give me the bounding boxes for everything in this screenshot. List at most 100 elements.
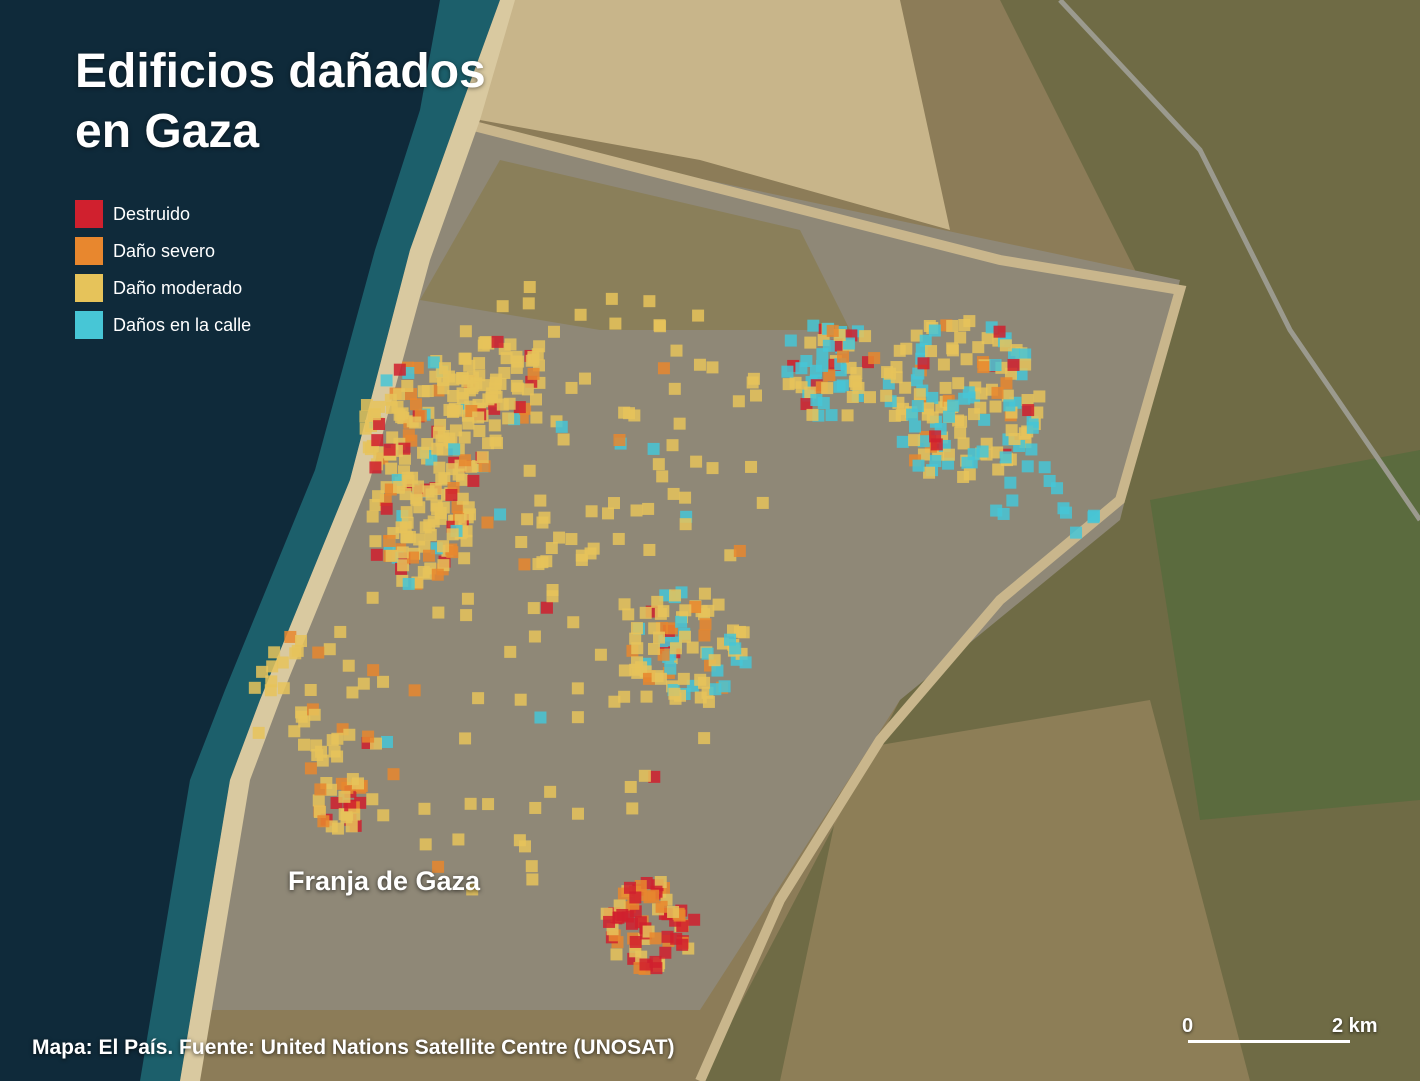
damage-marker	[446, 546, 459, 559]
damage-marker	[653, 319, 666, 332]
damage-marker	[437, 382, 450, 395]
damage-marker	[446, 528, 459, 541]
damage-marker	[342, 659, 355, 672]
damage-marker	[1000, 377, 1013, 390]
damage-marker	[369, 535, 382, 548]
damage-marker	[957, 470, 970, 483]
damage-marker	[452, 833, 465, 846]
legend-label: Daño moderado	[113, 277, 243, 298]
damage-marker	[454, 514, 467, 527]
damage-marker	[456, 387, 469, 400]
damage-marker	[694, 691, 707, 704]
damage-marker	[625, 917, 638, 930]
damage-marker	[917, 435, 930, 448]
damage-marker	[602, 507, 615, 520]
damage-marker	[413, 501, 426, 514]
damage-marker	[425, 488, 438, 501]
damage-marker	[698, 629, 711, 642]
damage-marker	[400, 506, 413, 519]
damage-marker	[331, 750, 344, 763]
damage-marker	[345, 820, 358, 833]
damage-marker	[630, 504, 643, 517]
damage-marker	[852, 381, 865, 394]
damage-marker	[1015, 368, 1028, 381]
damage-marker	[999, 339, 1012, 352]
damage-marker	[726, 624, 739, 637]
damage-marker	[1018, 427, 1031, 440]
damage-marker	[504, 645, 517, 658]
damage-marker	[724, 549, 737, 562]
damage-marker	[489, 376, 502, 389]
damage-marker	[461, 374, 474, 387]
damage-marker	[534, 494, 547, 507]
damage-marker	[1038, 461, 1051, 474]
damage-marker	[628, 409, 641, 422]
damage-marker	[608, 695, 621, 708]
damage-marker	[380, 735, 393, 748]
damage-marker	[317, 815, 330, 828]
damage-marker	[362, 730, 375, 743]
legend-swatch	[75, 274, 103, 302]
damage-marker	[408, 684, 421, 697]
damage-marker	[647, 642, 660, 655]
damage-marker	[640, 690, 653, 703]
damage-marker	[534, 711, 547, 724]
damage-marker	[1001, 389, 1014, 402]
damage-marker	[447, 389, 460, 402]
damage-marker	[515, 535, 528, 548]
damage-marker	[895, 409, 908, 422]
damage-marker	[481, 516, 494, 529]
damage-marker	[665, 622, 678, 635]
damage-marker	[659, 946, 672, 959]
damage-marker	[313, 806, 326, 819]
damage-marker	[962, 386, 975, 399]
shallow-water	[140, 0, 500, 1081]
damage-marker	[690, 455, 703, 468]
damage-marker	[266, 660, 279, 673]
damage-marker	[836, 379, 849, 392]
damage-marker	[289, 647, 302, 660]
damage-marker	[850, 367, 863, 380]
damage-marker	[458, 552, 471, 565]
damage-marker	[385, 462, 398, 475]
damage-marker	[488, 419, 501, 432]
damage-marker	[890, 371, 903, 384]
dunes	[480, 0, 950, 230]
damage-marker	[609, 317, 622, 330]
damage-marker	[804, 336, 817, 349]
damage-marker	[668, 687, 681, 700]
damage-marker	[821, 382, 834, 395]
damage-marker	[265, 675, 278, 688]
damage-marker	[540, 601, 553, 614]
damage-marker	[942, 410, 955, 423]
damage-marker	[967, 448, 980, 461]
damage-marker	[664, 662, 677, 675]
damage-marker	[651, 595, 664, 608]
damage-marker	[946, 342, 959, 355]
damage-marker	[880, 389, 893, 402]
damage-marker	[737, 626, 750, 639]
damage-marker	[908, 434, 921, 447]
damage-marker	[806, 408, 819, 421]
damage-marker	[417, 446, 430, 459]
damage-marker	[843, 337, 856, 350]
damage-marker	[304, 683, 317, 696]
damage-marker	[670, 344, 683, 357]
damage-marker	[434, 418, 447, 431]
damage-marker	[649, 932, 662, 945]
damage-marker	[529, 801, 542, 814]
damage-marker	[800, 398, 813, 411]
damage-marker	[807, 319, 820, 332]
damage-marker	[1031, 406, 1044, 419]
border-road	[468, 120, 1187, 1081]
damage-marker	[1019, 358, 1032, 371]
damage-marker	[643, 543, 656, 556]
damage-marker	[622, 608, 635, 621]
damage-marker	[459, 732, 472, 745]
legend-swatch	[75, 200, 103, 228]
damage-marker	[496, 398, 509, 411]
damage-marker	[553, 531, 566, 544]
damage-marker	[667, 487, 680, 500]
damage-marker	[992, 463, 1005, 476]
